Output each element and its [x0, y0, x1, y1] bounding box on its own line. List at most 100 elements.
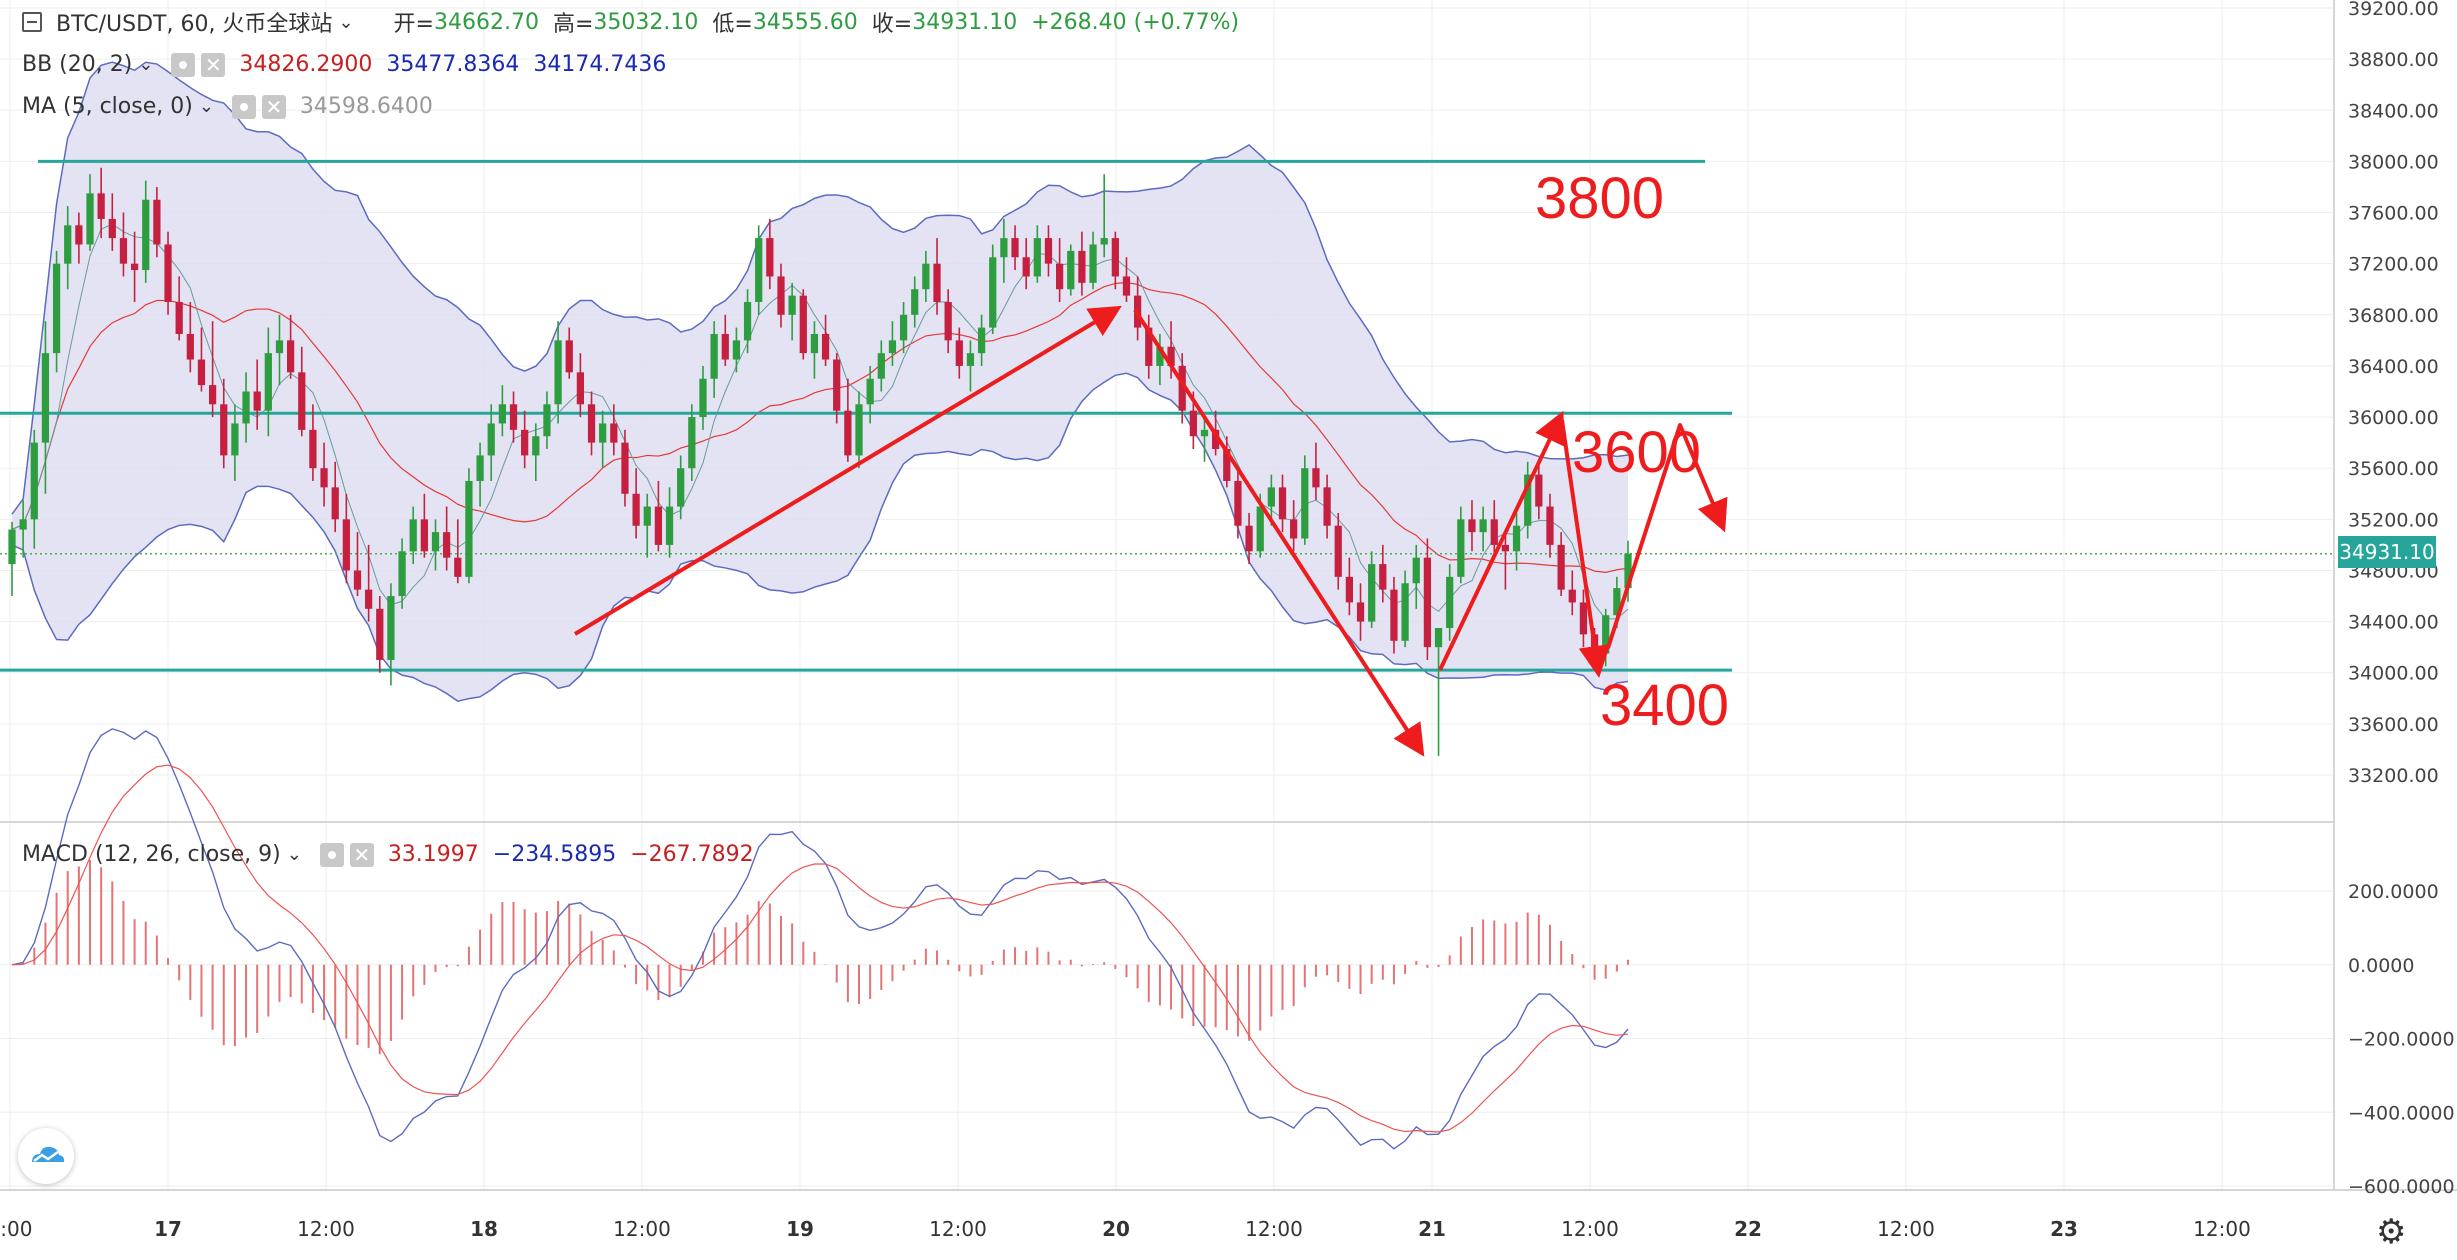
ma-label[interactable]: MA (5, close, 0) — [22, 94, 193, 119]
symbol-legend[interactable]: BTC/USDT, 60, 火币全球站 ⌄ 开= 34662.70 高= 35032… — [22, 6, 1239, 38]
candle-body — [554, 340, 562, 405]
candle-body — [788, 295, 796, 315]
horizontal-levels[interactable] — [0, 159, 1732, 672]
high-value: 35032.10 — [593, 9, 699, 35]
candle-body — [1390, 589, 1398, 641]
close-icon[interactable]: ✕ — [201, 52, 226, 77]
candle-body — [153, 199, 161, 245]
time-tick-label: 21 — [1418, 1217, 1446, 1241]
candle-body — [1479, 519, 1487, 533]
trend-arrow-down — [1133, 308, 1425, 757]
macd-legend[interactable]: MACD (12, 26, close, 9) ⌄ ✕ 33.1997 −234… — [22, 842, 754, 867]
candle-body — [365, 589, 373, 609]
chevron-down-icon[interactable]: ⌄ — [286, 844, 302, 865]
time-tick-label: 12:00 — [929, 1217, 987, 1241]
candle-body — [1501, 544, 1510, 552]
time-axis-ticks: 2:00 17 12:00 18 12:00 19 12:00 20 12:00 21 12:00 2… — [0, 1217, 2251, 1241]
candle-body — [1312, 468, 1320, 488]
candle-body — [353, 570, 362, 590]
candle-body — [944, 302, 952, 341]
candle-body — [1535, 474, 1543, 507]
candle-body — [576, 372, 585, 405]
price-tick-label: 38800.00 — [2348, 49, 2439, 71]
candle-body — [1011, 238, 1019, 258]
candle-body — [1122, 276, 1131, 296]
candle-body — [1167, 346, 1175, 366]
macd-value: −234.5895 — [492, 842, 617, 867]
bb-label[interactable]: BB (20, 2) — [22, 52, 133, 77]
price-tick-label: 39200.00 — [2348, 0, 2439, 20]
candle-body — [231, 423, 239, 456]
candle-body — [855, 404, 863, 456]
candle-body — [1512, 525, 1521, 552]
time-tick-label: 17 — [154, 1217, 182, 1241]
candle-body — [409, 519, 417, 552]
time-tick-label: 12:00 — [613, 1217, 671, 1241]
chevron-down-icon[interactable]: ⌄ — [198, 96, 214, 117]
symbol-title[interactable]: BTC/USDT, 60, 火币全球站 — [56, 12, 333, 37]
candle-body — [799, 295, 807, 354]
collapse-icon[interactable] — [22, 12, 42, 32]
macd-label[interactable]: MACD (12, 26, close, 9) — [22, 842, 281, 867]
candle-body — [610, 423, 618, 443]
candle-body — [64, 225, 72, 264]
bollinger-bands — [11, 61, 1629, 702]
candle-body — [1156, 346, 1164, 366]
label-3600: 3600 — [1572, 420, 1701, 485]
candle-body — [1290, 519, 1298, 539]
price-axis-panel[interactable] — [2334, 0, 2457, 1190]
candle-body — [911, 289, 919, 315]
bb-lower-value: 34174.7436 — [533, 52, 667, 77]
chevron-down-icon[interactable]: ⌄ — [338, 11, 354, 33]
price-tick-label: 38000.00 — [2348, 151, 2439, 173]
swing-arrow-up — [1438, 410, 1565, 671]
candle-body — [509, 404, 518, 430]
candle-body — [1223, 449, 1231, 481]
candle-body — [1368, 564, 1376, 622]
candle-body — [1334, 525, 1342, 577]
candle-body — [1278, 487, 1287, 520]
price-tick-label: 33200.00 — [2348, 765, 2439, 787]
candle-body — [1524, 474, 1532, 526]
gear-icon[interactable]: ⚙ — [2376, 1212, 2407, 1252]
candle-body — [966, 353, 975, 366]
candle-body — [1234, 480, 1242, 526]
candle-body — [654, 506, 663, 545]
candle-body — [1301, 468, 1309, 539]
change-value: +268.40 (+0.77%) — [1031, 9, 1240, 35]
candle-body — [1067, 250, 1075, 290]
candle-body — [75, 225, 83, 245]
candles — [8, 167, 1632, 756]
eye-icon[interactable] — [319, 842, 344, 867]
drawing-annotations[interactable] — [573, 305, 1728, 757]
candle-body — [888, 340, 897, 354]
candle-body — [1178, 365, 1186, 411]
candle-body — [1624, 553, 1632, 589]
bb-legend[interactable]: BB (20, 2) ⌄ ✕ 34826.2900 35477.8364 341… — [22, 52, 666, 77]
bb-basis-value: 34826.2900 — [239, 52, 373, 77]
chevron-down-icon[interactable]: ⌄ — [138, 54, 154, 75]
candle-body — [587, 404, 596, 443]
bb-lower-line — [11, 372, 1629, 702]
candle-body — [665, 506, 674, 545]
candle-body — [1111, 238, 1119, 277]
bb-basis-line — [11, 281, 1629, 573]
candle-body — [164, 244, 172, 303]
candle-body — [810, 333, 819, 354]
close-icon[interactable]: ✕ — [261, 94, 286, 119]
candle-body — [1446, 576, 1454, 628]
price-tick-label: 38400.00 — [2348, 100, 2439, 122]
eye-icon[interactable] — [231, 94, 256, 119]
macd-tick-label: 0.0000 — [2348, 955, 2414, 977]
candle-body — [197, 359, 206, 386]
close-icon[interactable]: ✕ — [349, 842, 374, 867]
candle-body — [342, 519, 350, 571]
candle-body — [1557, 544, 1565, 590]
ma-legend[interactable]: MA (5, close, 0) ⌄ ✕ 34598.6400 — [22, 94, 433, 119]
eye-icon[interactable] — [171, 52, 196, 77]
candle-body — [320, 468, 328, 488]
tradingview-logo[interactable] — [18, 1128, 74, 1184]
candle-body — [1078, 250, 1086, 283]
candle-body — [1345, 576, 1354, 603]
